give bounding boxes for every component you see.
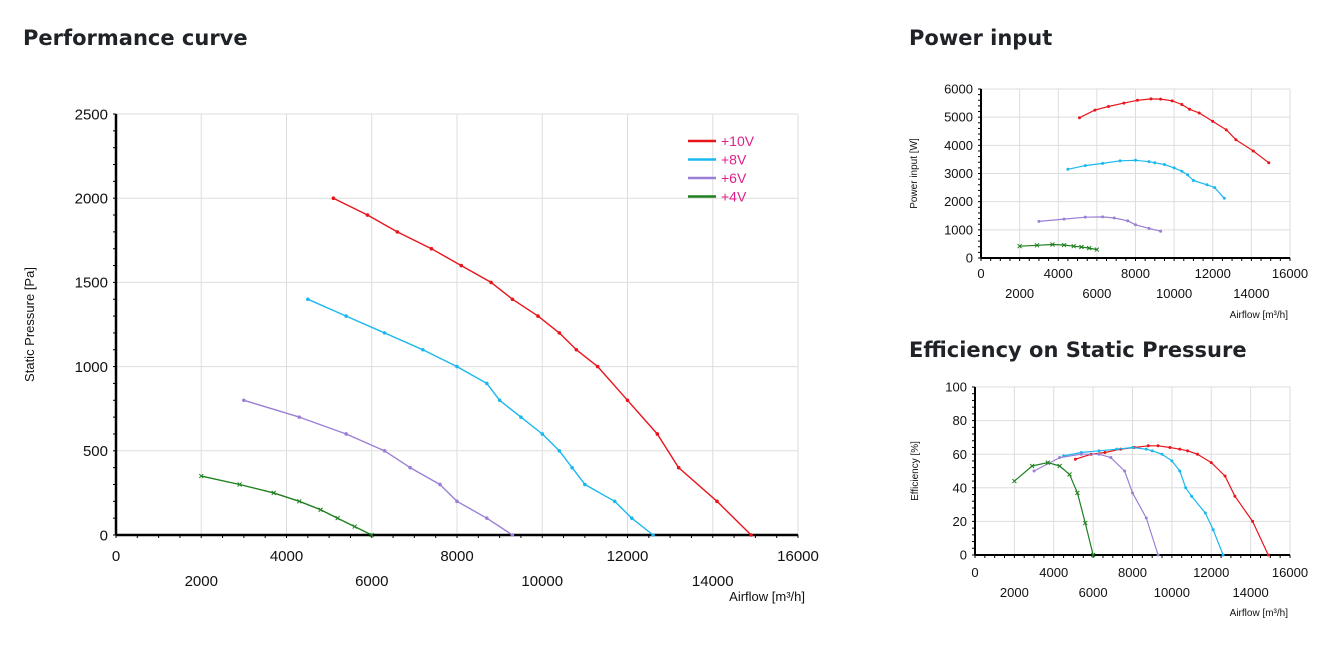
data-point	[655, 432, 660, 436]
x-tick-label: 16000	[777, 548, 819, 565]
x-tick-label: 10000	[521, 573, 563, 590]
data-point	[676, 465, 681, 470]
x-tick-label: 4000	[270, 548, 303, 565]
series-plus-10V	[331, 196, 753, 537]
x-tick-label: 14000	[692, 573, 734, 590]
data-point	[318, 507, 323, 513]
power-title: Power input	[909, 26, 1053, 50]
data-point	[557, 331, 562, 335]
legend-label: +10V	[721, 133, 755, 149]
series-plus-6V	[242, 398, 515, 537]
data-point	[651, 533, 655, 537]
efficiency-title: Efficiency on Static Pressure	[909, 338, 1247, 362]
data-point	[352, 524, 358, 529]
data-point	[625, 398, 630, 403]
data-point	[382, 331, 387, 335]
data-point	[574, 347, 579, 352]
data-point	[382, 449, 387, 453]
performance-title: Performance curve	[23, 26, 248, 50]
series-line	[333, 197, 752, 536]
x-tick-label: 0	[112, 548, 120, 565]
series-line	[307, 298, 654, 536]
performance-y-axis-label: Static Pressure [Pa]	[22, 267, 37, 382]
data-point	[395, 230, 400, 234]
x-tick-label: 8000	[440, 548, 473, 565]
data-point	[557, 449, 562, 453]
legend-label: +4V	[721, 189, 747, 205]
y-tick-label: 2500	[75, 106, 108, 123]
data-point	[296, 498, 302, 504]
legend: +10V +8V +6V +4V	[688, 133, 755, 205]
x-tick-label: 6000	[355, 573, 388, 590]
data-point	[497, 398, 502, 403]
data-point	[510, 297, 515, 302]
performance-x-axis-label: Airflow [m³/h]	[729, 589, 805, 604]
data-point	[271, 490, 277, 496]
data-point	[629, 516, 634, 520]
series-line	[243, 399, 513, 536]
data-point	[519, 415, 523, 419]
y-tick-label: 1500	[75, 275, 108, 292]
y-tick-label: 0	[100, 527, 108, 544]
data-point	[438, 482, 442, 487]
x-tick-label: 12000	[607, 548, 649, 565]
y-tick-label: 500	[83, 443, 108, 460]
performance-grid	[115, 113, 799, 536]
data-point	[421, 347, 425, 352]
data-point	[344, 432, 348, 436]
data-point	[331, 196, 336, 200]
data-point	[237, 482, 242, 487]
data-point	[297, 415, 302, 419]
data-point	[489, 280, 493, 285]
series-plus-4V	[198, 473, 375, 538]
data-point	[459, 263, 464, 268]
data-point	[306, 297, 310, 302]
data-point	[344, 314, 348, 318]
data-point	[455, 364, 459, 369]
data-point	[485, 516, 489, 520]
data-point	[408, 465, 412, 470]
data-point	[536, 314, 540, 318]
x-tick-label: 2000	[185, 573, 218, 590]
data-point	[570, 465, 574, 470]
data-point	[540, 432, 545, 436]
y-tick-label: 1000	[75, 359, 108, 376]
data-point	[198, 473, 204, 479]
series-line	[201, 475, 373, 536]
data-point	[510, 533, 515, 537]
data-point	[485, 381, 489, 386]
data-point	[455, 499, 459, 504]
data-point	[749, 533, 753, 537]
series-plus-8V	[306, 297, 655, 537]
data-point	[612, 499, 617, 504]
data-point	[595, 364, 600, 369]
data-point	[335, 515, 341, 521]
data-point	[583, 482, 587, 487]
data-point	[369, 532, 375, 538]
data-point	[242, 398, 246, 403]
legend-label: +6V	[721, 170, 747, 186]
data-point	[365, 213, 370, 217]
data-point	[715, 499, 719, 504]
y-tick-label: 2000	[75, 190, 108, 207]
data-point	[429, 246, 434, 251]
legend-label: +8V	[721, 152, 747, 168]
